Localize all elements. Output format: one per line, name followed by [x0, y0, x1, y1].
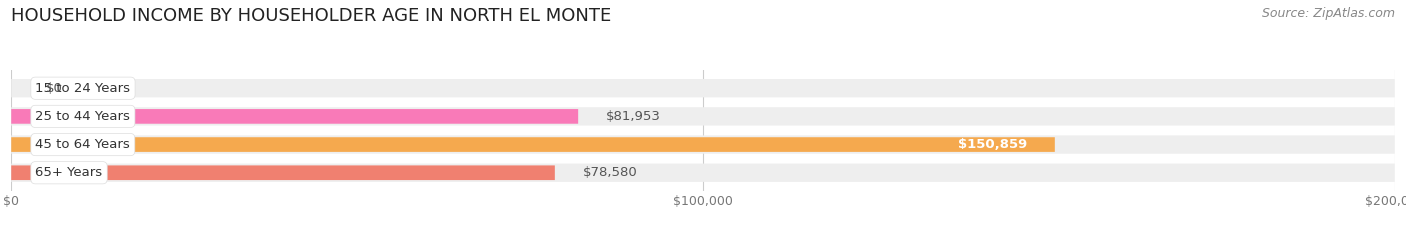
FancyBboxPatch shape: [11, 137, 1054, 152]
Text: $150,859: $150,859: [957, 138, 1028, 151]
FancyBboxPatch shape: [11, 135, 1395, 154]
FancyBboxPatch shape: [11, 164, 1395, 182]
Text: $81,953: $81,953: [606, 110, 661, 123]
Text: $78,580: $78,580: [582, 166, 637, 179]
FancyBboxPatch shape: [11, 107, 1395, 126]
FancyBboxPatch shape: [11, 165, 555, 180]
Text: 25 to 44 Years: 25 to 44 Years: [35, 110, 131, 123]
FancyBboxPatch shape: [11, 79, 1395, 97]
Text: 15 to 24 Years: 15 to 24 Years: [35, 82, 131, 95]
Text: $0: $0: [46, 82, 63, 95]
Text: 65+ Years: 65+ Years: [35, 166, 103, 179]
FancyBboxPatch shape: [11, 109, 578, 124]
Text: 45 to 64 Years: 45 to 64 Years: [35, 138, 131, 151]
Text: Source: ZipAtlas.com: Source: ZipAtlas.com: [1261, 7, 1395, 20]
Text: HOUSEHOLD INCOME BY HOUSEHOLDER AGE IN NORTH EL MONTE: HOUSEHOLD INCOME BY HOUSEHOLDER AGE IN N…: [11, 7, 612, 25]
